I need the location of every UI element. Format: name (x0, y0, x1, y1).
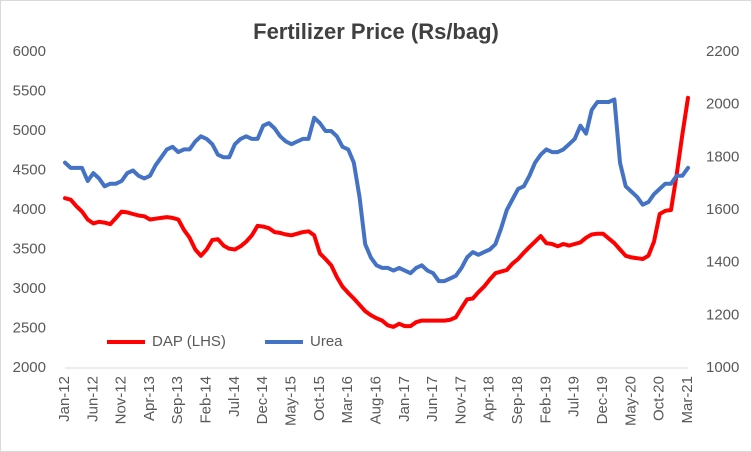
x-tick-label: Jun-12 (84, 376, 101, 422)
line-series (63, 95, 690, 329)
x-tick-label: Sep-13 (169, 376, 186, 424)
x-tick-label: Jan-17 (396, 376, 413, 422)
x-tick-label: Apr-13 (141, 376, 158, 421)
y-tick-label: 5500 (13, 82, 46, 99)
x-tick-label: Oct-15 (311, 376, 328, 421)
y2-tick-label: 1400 (706, 254, 739, 271)
y2-tick-label: 1600 (706, 201, 739, 218)
y-tick-label: 4000 (13, 201, 46, 218)
x-tick-label: Oct-20 (651, 376, 668, 421)
x-tick-label: Jul-19 (566, 376, 583, 417)
legend-label: DAP (LHS) (152, 333, 226, 350)
y-tick-label: 4500 (13, 161, 46, 178)
x-tick-label: Nov-12 (113, 376, 130, 424)
x-tick-label: Mar-16 (339, 376, 356, 424)
x-tick-label: Jan-12 (56, 376, 73, 422)
x-tick-label: May-20 (622, 376, 639, 426)
x-tick-label: Dec-19 (594, 376, 611, 424)
y-tick-label: 2000 (13, 359, 46, 376)
x-tick-label: Feb-19 (537, 376, 554, 424)
line-series (63, 97, 690, 284)
y2-tick-label: 2200 (706, 43, 739, 60)
x-tick-label: Dec-14 (254, 376, 271, 424)
x-tick-label: Mar-21 (679, 376, 696, 424)
y-tick-label: 5000 (13, 122, 46, 139)
y2-tick-label: 1800 (706, 148, 739, 165)
x-tick-label: May-15 (283, 376, 300, 426)
y-tick-label: 2500 (13, 319, 46, 336)
x-tick-label: Jul-14 (226, 376, 243, 417)
y2-tick-label: 1200 (706, 306, 739, 323)
x-tick-label: Apr-18 (481, 376, 498, 421)
y-tick-label: 6000 (13, 43, 46, 60)
y-tick-label: 3500 (13, 240, 46, 257)
x-tick-label: Feb-14 (198, 376, 215, 424)
y2-tick-label: 2000 (706, 96, 739, 113)
x-tick-label: Jun-17 (424, 376, 441, 422)
y2-tick-label: 1000 (706, 359, 739, 376)
chart-title: Fertilizer Price (Rs/bag) (253, 19, 499, 44)
x-tick-label: Sep-18 (509, 376, 526, 424)
legend-label: Urea (310, 333, 343, 350)
x-tick-label: Aug-16 (367, 376, 384, 424)
x-tick-label: Nov-17 (452, 376, 469, 424)
y-tick-label: 3000 (13, 280, 46, 297)
